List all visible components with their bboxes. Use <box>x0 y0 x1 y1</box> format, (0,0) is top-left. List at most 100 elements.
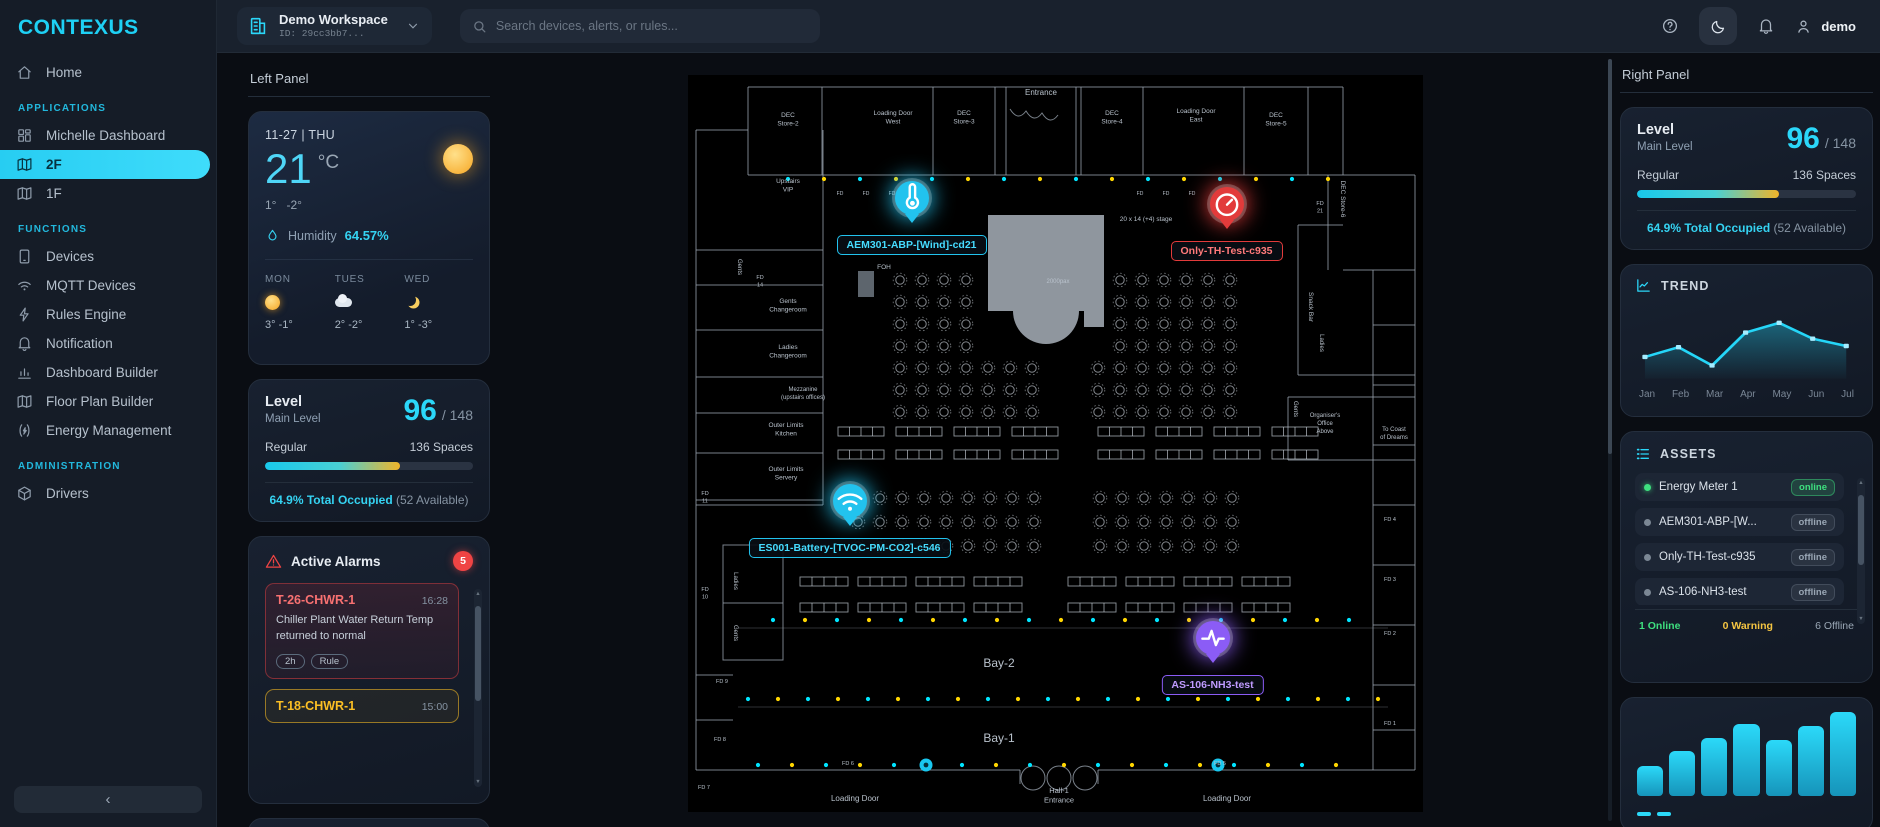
main-scrollbar[interactable] <box>1608 59 1612 821</box>
device-marker-label: AS-106-NH3-test <box>1161 675 1264 695</box>
asset-name: AS-106-NH3-test <box>1659 586 1747 598</box>
alarm-tag: 2h <box>276 653 305 669</box>
svg-text:FD 6: FD 6 <box>842 761 854 767</box>
sidebar-item-drivers[interactable]: Drivers <box>0 479 216 508</box>
sidebar-item-label: Devices <box>46 249 95 264</box>
weather-temperature: 21 <box>265 145 312 192</box>
trend-card: TREND Jan Feb Mar Apr May Jun Jul <box>1620 264 1873 417</box>
status-badge: online <box>1791 478 1835 496</box>
svg-text:20 x 14 (+4) stage: 20 x 14 (+4) stage <box>1119 216 1172 223</box>
weather-forecast: MON 3° -1° TUES 2° -2° WED 1° -3° <box>265 259 473 331</box>
alarm-list-scrollbar[interactable] <box>474 589 482 787</box>
sidebar-item-2f[interactable]: 2F <box>0 150 210 179</box>
assets-online-count: 1 Online <box>1639 620 1681 632</box>
floorplan[interactable]: Entrance DEC Store-2 Loading Door West DEC Sto… <box>687 75 1423 812</box>
weather-card: 11-27 | THU 21 °C 1° -2° <box>248 111 490 365</box>
notifications-bell-icon[interactable] <box>1757 17 1775 35</box>
level-card-left: Level Main Level 96 / 148 Regular 136 Sp… <box>248 379 490 522</box>
sidebar-item-michelle-dashboard[interactable]: Michelle Dashboard <box>0 121 216 150</box>
sidebar-item-notification[interactable]: Notification <box>0 329 216 358</box>
svg-text:FD 5: FD 5 <box>1214 761 1226 767</box>
sidebar-item-1f[interactable]: 1F <box>0 179 216 208</box>
asset-name: Only-TH-Test-c935 <box>1659 551 1756 563</box>
asset-row-as-106-nh3-test[interactable]: AS-106-NH3-test offline <box>1635 578 1844 605</box>
svg-text:Gents: Gents <box>1292 401 1298 417</box>
bar <box>1765 739 1792 796</box>
status-dot <box>1644 483 1651 491</box>
sidebar-item-energy-management[interactable]: Energy Management <box>0 416 216 445</box>
alarm-message: Chiller Plant Water Return Temp returned… <box>276 614 434 642</box>
theme-toggle-button[interactable] <box>1699 7 1738 45</box>
svg-text:FD: FD <box>1136 191 1143 197</box>
sidebar-item-dashboard-builder[interactable]: Dashboard Builder <box>0 358 216 387</box>
forecast-temps: 1° -3° <box>404 319 433 331</box>
svg-text:Bay-2: Bay-2 <box>983 656 1015 670</box>
asset-row-energy-meter-1[interactable]: Energy Meter 1 online <box>1635 473 1844 501</box>
search-bar[interactable] <box>459 9 820 43</box>
workspace-selector[interactable]: Demo Workspace ID: 29cc3bb7... <box>237 6 432 46</box>
main-scrollbar-thumb[interactable] <box>1608 59 1612 454</box>
status-badge: offline <box>1790 513 1835 531</box>
trend-month-label: Feb <box>1671 389 1690 400</box>
moon-icon <box>1710 18 1727 35</box>
device-marker-only-th-test-c935[interactable] <box>1209 187 1244 229</box>
weather-high-low: 1° -2° <box>265 198 302 212</box>
level-capacity: / 148 <box>441 407 473 423</box>
weather-unit: °C <box>317 152 340 173</box>
level-title: Level <box>1637 122 1675 138</box>
assets-warning-count: 0 Warning <box>1722 620 1773 632</box>
alarms-title: Active Alarms <box>291 553 381 569</box>
map-icon <box>16 156 33 173</box>
trend-month-label: Jul <box>1841 389 1854 400</box>
alarm-item-t-18-chwr-1[interactable]: T-18-CHWR-1 15:00 <box>265 688 459 723</box>
trend-chart-icon <box>1635 277 1652 294</box>
moon-icon <box>404 294 416 306</box>
sidebar-collapse-button[interactable]: ‹ <box>14 786 202 813</box>
sun-icon <box>265 294 280 310</box>
trend-chart-svg <box>1642 320 1849 379</box>
svg-text:FD 1: FD 1 <box>1384 721 1396 727</box>
sidebar-item-label: Drivers <box>46 486 89 501</box>
search-input[interactable] <box>495 19 808 33</box>
level-title: Level <box>265 394 303 410</box>
sidebar-item-home[interactable]: Home <box>0 58 216 87</box>
alarm-time: 16:28 <box>421 595 448 607</box>
occupancy-progress-bar <box>265 462 473 470</box>
asset-row-aem301-abp-w[interactable]: AEM301-ABP-[W... offline <box>1635 508 1844 536</box>
device-marker-es001-battery-tvoc-pm-co2-c546[interactable] <box>832 484 867 526</box>
asset-list-scrollbar[interactable] <box>1857 478 1865 624</box>
alarm-item-t-26-chwr-1[interactable]: T-26-CHWR-1 16:28 Chiller Plant Water Retu… <box>265 583 459 679</box>
sidebar-item-label: Energy Management <box>46 423 172 438</box>
list-icon <box>1635 446 1651 462</box>
user-menu[interactable]: demo <box>1795 18 1856 35</box>
asset-row-only-th-test-c935[interactable]: Only-TH-Test-c935 offline <box>1635 543 1844 571</box>
forecast-temps: 2° -2° <box>334 319 363 331</box>
sidebar-item-mqtt-devices[interactable]: MQTT Devices <box>0 271 216 300</box>
bar <box>1733 723 1760 796</box>
svg-text:FD 3: FD 3 <box>1384 577 1396 583</box>
alarm-id: T-26-CHWR-1 <box>276 593 356 607</box>
map-icon <box>16 185 33 202</box>
sidebar-item-label: Notification <box>46 336 113 351</box>
device-marker-aem301-abp-wind-cd21[interactable] <box>894 181 929 223</box>
help-icon[interactable] <box>1661 17 1679 35</box>
device-marker-as-106-nh3-test[interactable] <box>1195 621 1230 663</box>
chevron-left-icon: ‹ <box>105 791 111 808</box>
device-marker-label: AEM301-ABP-[Wind]-cd21 <box>836 235 987 255</box>
sidebar-item-devices[interactable]: Devices <box>0 242 216 271</box>
forecast-tues: TUES 2° -2° <box>334 274 404 331</box>
chevron-down-icon <box>406 19 420 33</box>
bar <box>1797 726 1824 796</box>
sidebar-item-floor-plan-builder[interactable]: Floor Plan Builder <box>0 387 216 416</box>
nav-section-functions: FUNCTIONS <box>18 224 88 235</box>
sidebar-item-rules-engine[interactable]: Rules Engine <box>0 300 216 329</box>
svg-text:Snack Bar: Snack Bar <box>1307 292 1314 323</box>
asset-list: Energy Meter 1 online AEM301-ABP-[W... o… <box>1635 473 1858 605</box>
humidity-drop-icon <box>265 228 280 243</box>
